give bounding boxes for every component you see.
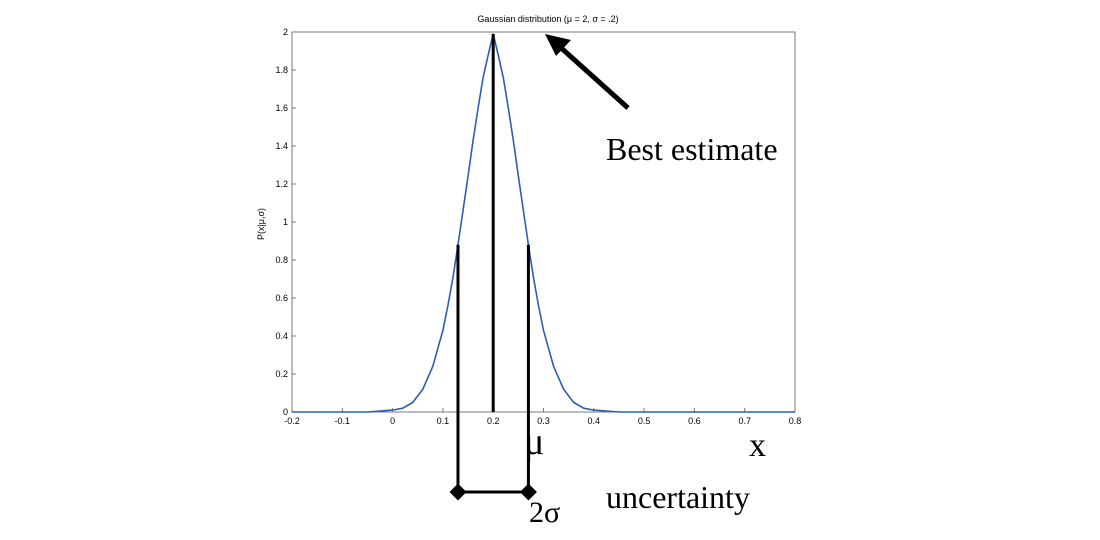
y-axis-label: P(x|μ,σ) xyxy=(256,208,266,240)
x-tick-label: -0.1 xyxy=(335,416,351,426)
y-axis-ticks: 0 0.2 0.4 0.6 0.8 1 1.2 1.4 1.6 1.8 2 xyxy=(275,27,296,417)
gaussian-curve xyxy=(292,33,795,413)
mu-label: μ xyxy=(524,421,544,463)
x-tick-label: -0.2 xyxy=(284,416,300,426)
y-tick-label: 0.4 xyxy=(275,331,288,341)
best-estimate-label: Best estimate xyxy=(606,131,778,167)
x-tick-label: 0.1 xyxy=(437,416,450,426)
x-symbol-label: x xyxy=(749,427,766,464)
x-tick-label: 0.7 xyxy=(738,416,751,426)
x-tick-label: 0.4 xyxy=(588,416,601,426)
two-sigma-label: 2σ xyxy=(529,496,560,529)
y-tick-label: 0.8 xyxy=(275,255,288,265)
best-estimate-arrowhead xyxy=(545,34,571,56)
left-diamond-marker xyxy=(449,483,467,501)
y-tick-label: 0.6 xyxy=(275,293,288,303)
y-tick-label: 1.6 xyxy=(275,103,288,113)
plot-area xyxy=(291,31,796,413)
chart-title: Gaussian distribution (μ = 2, σ = .2) xyxy=(477,14,618,24)
x-tick-label: 0 xyxy=(390,416,395,426)
best-estimate-arrow xyxy=(557,44,630,110)
y-tick-label: 1 xyxy=(283,217,288,227)
y-tick-label: 1.4 xyxy=(275,141,288,151)
x-tick-label: 0.5 xyxy=(638,416,651,426)
right-diamond-marker xyxy=(519,483,537,501)
x-axis-ticks: -0.2 -0.1 0 0.1 0.2 0.3 0.4 0.5 0.6 0.7 0.8 xyxy=(284,408,801,426)
y-tick-label: 1.2 xyxy=(275,179,288,189)
x-tick-label: 0.6 xyxy=(688,416,701,426)
x-tick-label: 0.8 xyxy=(789,416,802,426)
y-tick-label: 0 xyxy=(283,407,288,417)
y-tick-label: 1.8 xyxy=(275,65,288,75)
x-tick-label: 0.3 xyxy=(537,416,550,426)
x-tick-label: 0.2 xyxy=(487,416,500,426)
uncertainty-label: uncertainty xyxy=(606,479,750,515)
y-tick-label: 2 xyxy=(283,27,288,37)
y-tick-label: 0.2 xyxy=(275,369,288,379)
